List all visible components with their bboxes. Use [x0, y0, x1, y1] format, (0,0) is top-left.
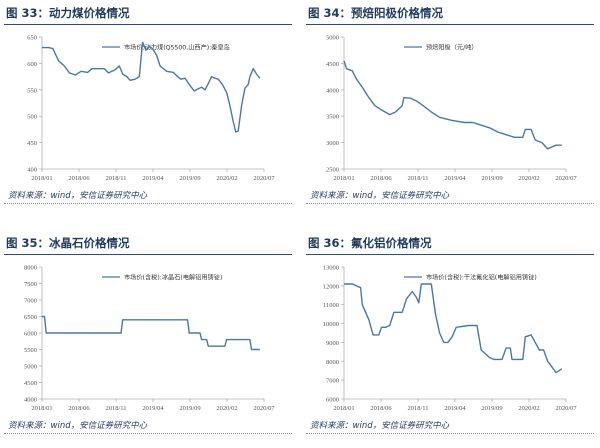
chart-area: 6000 7000 8000 9000 10000 11000 12000 13000 2018…	[304, 255, 596, 419]
y-tick-label: 2500	[326, 167, 339, 174]
title-rule	[306, 254, 594, 255]
figure-title-text: 氟化铝价格情况	[351, 236, 432, 250]
y-tick-label: 4500	[326, 61, 339, 68]
figure-title: 图 35：冰晶石价格情况	[6, 236, 130, 250]
y-tick-label: 5000	[24, 364, 37, 371]
legend-label: 预焙阳极（元/吨）	[426, 44, 478, 52]
y-tick-label: 4500	[24, 380, 37, 387]
chart-area: 2500 3000 3500 4000 4500 5000 2018/01 2018/06 20…	[304, 25, 596, 189]
figure-label: 图 36	[308, 236, 340, 250]
legend-label: 市场价:动力煤(Q5500,山西产):秦皇岛	[124, 44, 230, 52]
y-tick-label: 7500	[24, 281, 37, 288]
x-tick-label: 2018/06	[68, 405, 90, 412]
y-tick-label: 7000	[24, 298, 37, 305]
source-note: 资料来源：wind，安信证券研究中心	[306, 419, 594, 434]
line-chart: 400 450 500 550 600 650 2018/01 2018/06 2018/11 2…	[27, 35, 275, 183]
figure-title-text: 动力煤价格情况	[49, 6, 130, 20]
figure-title: 图 36：氟化铝价格情况	[308, 236, 432, 250]
y-tick-label: 400	[27, 167, 37, 174]
x-tick-label: 2019/09	[481, 405, 502, 412]
legend-label: 市场价(含税):干法氟化铝(电解铝用铸锭)	[426, 274, 537, 282]
x-tick-label: 2018/06	[370, 175, 392, 182]
x-tick-label: 2018/11	[105, 175, 126, 182]
y-tick-label: 5500	[24, 347, 37, 354]
y-tick-label: 6500	[24, 314, 37, 321]
legend-label: 市场价(含税):冰晶石(电解铝用铸锭)	[124, 274, 222, 282]
source-note: 资料来源：wind，安信证券研究中心	[306, 189, 594, 204]
source-note: 资料来源：wind，安信证券研究中心	[4, 419, 292, 434]
y-tick-label: 9000	[326, 340, 339, 347]
series-line	[42, 315, 260, 351]
y-tick-label: 550	[27, 87, 37, 94]
y-tick-label: 4000	[24, 397, 37, 404]
series-line	[344, 283, 563, 374]
series-line	[42, 41, 261, 133]
chart-area: 4000 4500 5000 5500 6000 6500 7000 7500 8000 2018…	[2, 255, 294, 419]
title-rule	[306, 24, 594, 25]
x-tick-label: 2018/06	[370, 405, 392, 412]
x-tick-label: 2020/02	[518, 405, 539, 412]
x-tick-label: 2019/04	[444, 405, 466, 412]
x-tick-label: 2018/06	[68, 175, 90, 182]
title-rule	[4, 254, 292, 255]
x-tick-label: 2020/07	[253, 405, 275, 412]
x-tick-label: 2018/11	[105, 405, 126, 412]
x-tick-label: 2020/02	[518, 175, 539, 182]
y-tick-label: 10000	[323, 321, 339, 328]
panel-34: 图 34：预焙阳极价格情况 2500 3000 3500 4000 4500 5000 20…	[304, 2, 596, 204]
x-tick-label: 2018/11	[407, 405, 428, 412]
y-tick-label: 8000	[326, 359, 339, 366]
x-tick-label: 2019/09	[481, 175, 502, 182]
figure-label: 图 33	[6, 6, 38, 20]
figure-label: 图 35	[6, 236, 38, 250]
figure-title: 图 34：预焙阳极价格情况	[308, 6, 444, 20]
x-tick-label: 2019/09	[179, 175, 200, 182]
x-tick-label: 2019/09	[179, 405, 200, 412]
x-tick-label: 2019/04	[444, 175, 466, 182]
x-tick-label: 2018/01	[31, 175, 52, 182]
source-note: 资料来源：wind，安信证券研究中心	[4, 189, 292, 204]
figure-label: 图 34	[308, 6, 340, 20]
y-tick-label: 11000	[323, 302, 339, 309]
x-tick-label: 2019/04	[142, 405, 164, 412]
line-chart: 4000 4500 5000 5500 6000 6500 7000 7500 8000 2018…	[24, 265, 275, 413]
y-tick-label: 13000	[323, 265, 339, 272]
panel-33: 图 33：动力煤价格情况 400 450 500 550 600 650 2018/01 20…	[2, 2, 294, 204]
x-tick-label: 2018/11	[407, 175, 428, 182]
y-tick-label: 5000	[326, 35, 339, 42]
title-rule	[4, 24, 292, 25]
panel-36: 图 36：氟化铝价格情况 6000 7000 8000 9000 10000 11000 1…	[304, 232, 596, 434]
x-tick-label: 2020/07	[555, 175, 577, 182]
y-tick-label: 8000	[24, 265, 37, 272]
x-tick-label: 2020/07	[253, 175, 275, 182]
x-tick-label: 2019/04	[142, 175, 164, 182]
y-tick-label: 6000	[326, 397, 339, 404]
y-tick-label: 12000	[323, 283, 339, 290]
y-tick-label: 3000	[326, 140, 339, 147]
line-chart: 2500 3000 3500 4000 4500 5000 2018/01 2018/06 20…	[326, 35, 577, 183]
x-tick-label: 2020/02	[216, 405, 237, 412]
x-tick-label: 2018/01	[333, 405, 354, 412]
figure-title-text: 冰晶石价格情况	[49, 236, 130, 250]
x-tick-label: 2020/02	[216, 175, 237, 182]
y-tick-label: 6000	[24, 331, 37, 338]
y-tick-label: 7000	[326, 378, 339, 385]
x-tick-label: 2020/07	[555, 405, 577, 412]
y-tick-label: 650	[27, 35, 37, 42]
figure-title: 图 33：动力煤价格情况	[6, 6, 130, 20]
y-tick-label: 500	[27, 114, 37, 121]
x-tick-label: 2018/01	[333, 175, 354, 182]
series-line	[343, 60, 562, 150]
figure-title-text: 预焙阳极价格情况	[351, 6, 444, 20]
chart-area: 400 450 500 550 600 650 2018/01 2018/06 2018/11 2…	[2, 25, 294, 189]
y-tick-label: 450	[27, 140, 37, 147]
x-tick-label: 2018/01	[31, 405, 52, 412]
y-tick-label: 4000	[326, 87, 339, 94]
y-tick-label: 600	[27, 61, 37, 68]
y-tick-label: 3500	[326, 114, 339, 121]
panel-35: 图 35：冰晶石价格情况 4000 4500 5000 5500 6000 6500 700…	[2, 232, 294, 434]
line-chart: 6000 7000 8000 9000 10000 11000 12000 13000 2018…	[323, 265, 578, 413]
